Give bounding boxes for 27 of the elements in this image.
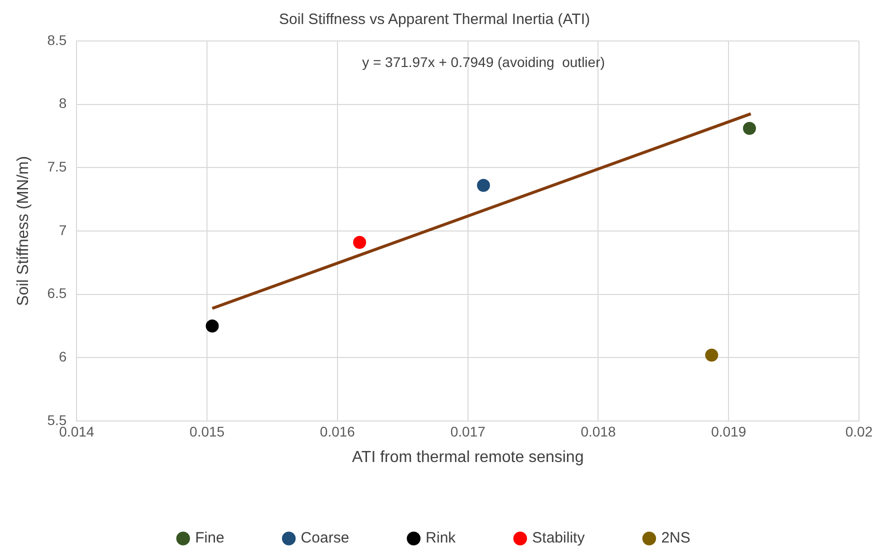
annotation: y = 371.97x + 0.7949 (avoiding outlier) — [362, 54, 605, 70]
point — [206, 320, 219, 332]
point — [742, 122, 756, 135]
point — [353, 236, 366, 249]
x-axis-title: ATI from thermal remote sensing — [352, 448, 584, 466]
y-axis-title: Soil Stiffness (MN/m) — [15, 156, 32, 306]
x-tick-label: 0.019 — [711, 423, 746, 440]
legend-label: Rink — [426, 530, 456, 547]
chart-title: Soil Stiffness vs Apparent Thermal Inertia (ATI) — [279, 11, 590, 28]
y-tick-label: 7.5 — [47, 158, 67, 175]
y-tick-label: 7 — [58, 222, 67, 238]
point — [705, 348, 718, 362]
point — [476, 178, 490, 192]
y-tick-label: 6 — [58, 348, 67, 365]
x-tick-label: 0.017 — [450, 423, 486, 440]
x-tick-label: 0.018 — [580, 423, 616, 440]
x-tick-label: 0.015 — [190, 423, 225, 440]
x-tick-label: 0.016 — [320, 423, 356, 440]
y-tick-label: 6.5 — [47, 285, 67, 302]
legend-label: Coarse — [300, 530, 350, 547]
x-tick-label: 0.02 — [845, 423, 873, 440]
legend-label: Fine — [195, 530, 224, 547]
y-tick-label: 8 — [58, 95, 67, 112]
y-tick-label: 8.5 — [47, 32, 67, 48]
legend-label: Stability — [532, 530, 586, 547]
legend-label: 2NS — [661, 530, 690, 547]
y-tick-label: 5.5 — [47, 412, 67, 428]
